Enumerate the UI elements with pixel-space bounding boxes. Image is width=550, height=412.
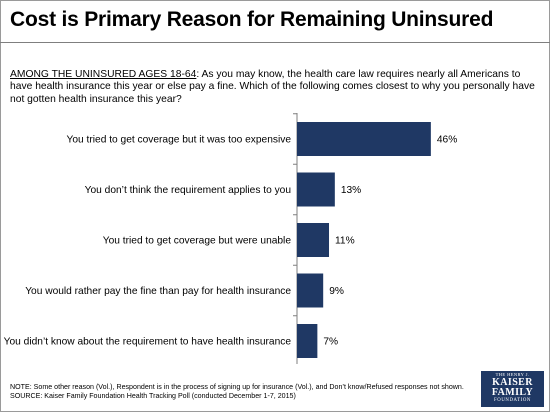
bar — [297, 122, 431, 156]
logo-line-3: FOUNDATION — [494, 398, 531, 403]
bar — [297, 324, 318, 358]
source-text: SOURCE: Kaiser Family Foundation Health … — [10, 392, 296, 401]
footnotes: NOTE: Some other reason (Vol.), Responde… — [10, 383, 480, 402]
bar-chart: You tried to get coverage but it was too… — [4, 113, 457, 364]
data-label: 7% — [323, 337, 338, 348]
survey-question: AMONG THE UNINSURED AGES 18-64: As you m… — [10, 69, 540, 106]
data-label: 13% — [341, 185, 361, 196]
logo-line-2a: KAISER — [492, 377, 533, 388]
category-label: You tried to get coverage but were unabl… — [103, 236, 292, 247]
bar — [297, 273, 324, 308]
kff-logo: THE HENRY J. KAISER FAMILY FOUNDATION — [481, 371, 544, 407]
logo-line-1: THE HENRY J. — [495, 372, 530, 377]
bar — [297, 172, 335, 207]
category-label: You would rather pay the fine than pay f… — [25, 286, 291, 297]
chart-title: Cost is Primary Reason for Remaining Uni… — [10, 8, 494, 31]
bar — [297, 223, 330, 257]
logo-line-2b: FAMILY — [491, 387, 534, 398]
data-label: 9% — [329, 286, 344, 297]
question-population: AMONG THE UNINSURED AGES 18-64 — [10, 69, 197, 80]
category-label: You didn’t know about the requirement to… — [4, 337, 292, 348]
category-label: You tried to get coverage but it was too… — [67, 135, 292, 146]
category-label: You don’t think the requirement applies … — [85, 185, 291, 196]
note-text: NOTE: Some other reason (Vol.), Responde… — [10, 383, 464, 391]
title-divider — [0, 42, 550, 43]
data-label: 11% — [335, 236, 355, 247]
question-text: : As you may know, the health care law r… — [10, 69, 535, 105]
data-label: 46% — [437, 135, 457, 146]
